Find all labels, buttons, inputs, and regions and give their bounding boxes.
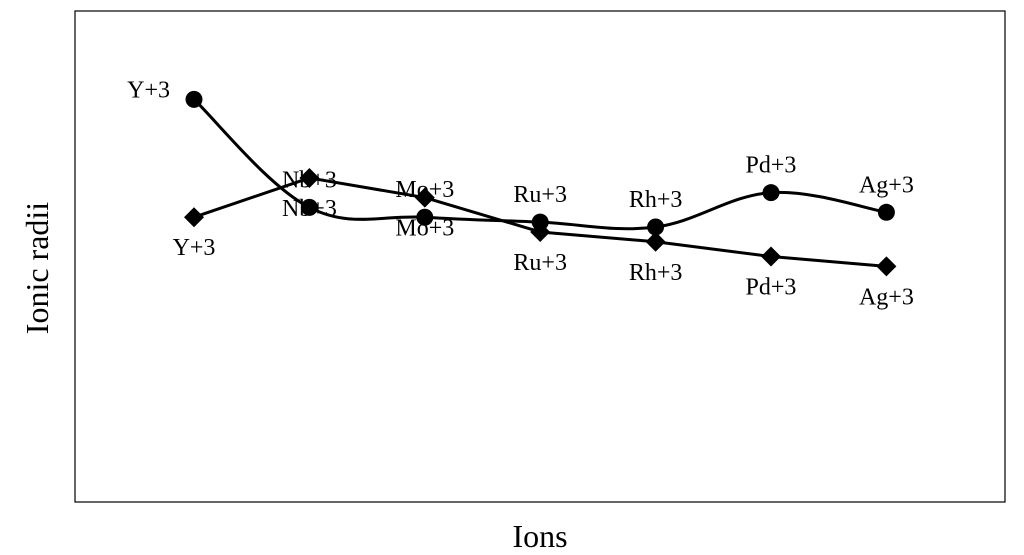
series-2-point-1 (184, 207, 204, 228)
series-1-label-1: Y+3 (127, 77, 170, 103)
series-1-point-3 (416, 208, 434, 226)
series-2-label-3: Mo+3 (395, 216, 454, 242)
series-2-point-7 (876, 256, 897, 277)
series-1-label-4: Ru+3 (513, 182, 567, 208)
series-1-point-5 (647, 218, 665, 236)
series-2-label-5: Rh+3 (629, 260, 683, 286)
series-1-point-1 (185, 90, 203, 108)
series-1-label-5: Rh+3 (629, 187, 683, 213)
series-layer: Y+3Nb+3Mo+3Ru+3Rh+3Pd+3Ag+3Y+3Nb+3Mo+3Ru… (127, 77, 914, 310)
series-1-point-7 (877, 203, 895, 221)
series-2-label-1: Y+3 (173, 235, 216, 261)
series-2-label-2: Nb+3 (282, 196, 337, 222)
series-2-point-3 (414, 187, 435, 208)
series-2-point-4 (530, 221, 551, 242)
series-1-point-2 (300, 198, 318, 216)
series-2-point-6 (761, 246, 781, 267)
series-2-label-6: Pd+3 (746, 275, 797, 301)
series-2-label-4: Ru+3 (513, 250, 567, 276)
series-1-point-6 (762, 184, 780, 202)
series-2-point-5 (645, 231, 666, 252)
y-axis-title: Ionic radii (19, 202, 55, 335)
x-axis-title: Ions (512, 518, 567, 554)
plot-area-frame (74, 10, 1006, 503)
series-1-label-7: Ag+3 (859, 172, 914, 198)
series-2-label-7: Ag+3 (859, 284, 914, 310)
series-1-label-6: Pd+3 (746, 153, 797, 179)
series-2-point-2 (299, 167, 320, 188)
